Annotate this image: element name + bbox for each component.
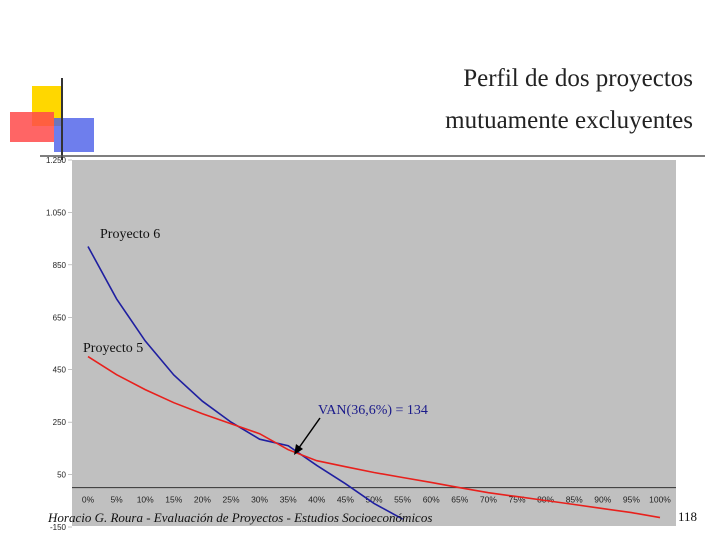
x-tick-label: 55% bbox=[394, 495, 411, 505]
footer: Horacio G. Roura - Evaluación de Proyect… bbox=[47, 510, 432, 525]
x-tick-label: 60% bbox=[423, 495, 440, 505]
title-line-2: mutuamente excluyentes bbox=[445, 107, 693, 134]
y-tick-label: -150 bbox=[50, 523, 67, 532]
series-label: Proyecto 5 bbox=[83, 341, 143, 356]
x-tick-label: 50% bbox=[365, 495, 382, 505]
x-tick-label: 100% bbox=[649, 495, 671, 505]
x-tick-label: 45% bbox=[337, 495, 354, 505]
y-tick-label: 650 bbox=[53, 313, 67, 322]
x-tick-label: 85% bbox=[566, 495, 583, 505]
deco-red bbox=[10, 112, 54, 142]
x-tick-label: 95% bbox=[623, 495, 640, 505]
x-tick-label: 80% bbox=[537, 495, 554, 505]
x-tick-label: 20% bbox=[194, 495, 211, 505]
y-tick-label: 850 bbox=[53, 261, 67, 270]
series-line bbox=[87, 355, 661, 519]
y-tick-label: 250 bbox=[53, 418, 67, 427]
x-tick-label: 75% bbox=[508, 495, 525, 505]
x-tick-label: 5% bbox=[110, 495, 123, 505]
x-tick-label: 35% bbox=[280, 495, 297, 505]
y-tick-label: 1.050 bbox=[46, 208, 67, 217]
arrow-head bbox=[294, 444, 303, 455]
series-line bbox=[87, 246, 403, 520]
y-tick-label: 450 bbox=[53, 366, 67, 375]
x-tick-label: 30% bbox=[251, 495, 268, 505]
annotation: VAN(36,6%) = 134 bbox=[318, 403, 428, 418]
deco-blue bbox=[54, 118, 94, 152]
x-tick-label: 70% bbox=[480, 495, 497, 505]
title-line-1: Perfil de dos proyectos bbox=[463, 65, 693, 92]
x-tick-label: 15% bbox=[165, 495, 182, 505]
page-number: 118 bbox=[678, 509, 697, 524]
y-tick-label: 1.250 bbox=[46, 156, 67, 165]
annotation-arrow bbox=[295, 417, 321, 453]
x-tick-label: 10% bbox=[137, 495, 154, 505]
y-tick-label: 50 bbox=[57, 471, 66, 480]
x-tick-label: 40% bbox=[308, 495, 325, 505]
x-tick-label: 0% bbox=[82, 495, 95, 505]
x-tick-label: 25% bbox=[222, 495, 239, 505]
series-label: Proyecto 6 bbox=[100, 227, 160, 242]
x-tick-label: 65% bbox=[451, 495, 468, 505]
plot-area bbox=[72, 160, 676, 526]
x-tick-label: 90% bbox=[594, 495, 611, 505]
